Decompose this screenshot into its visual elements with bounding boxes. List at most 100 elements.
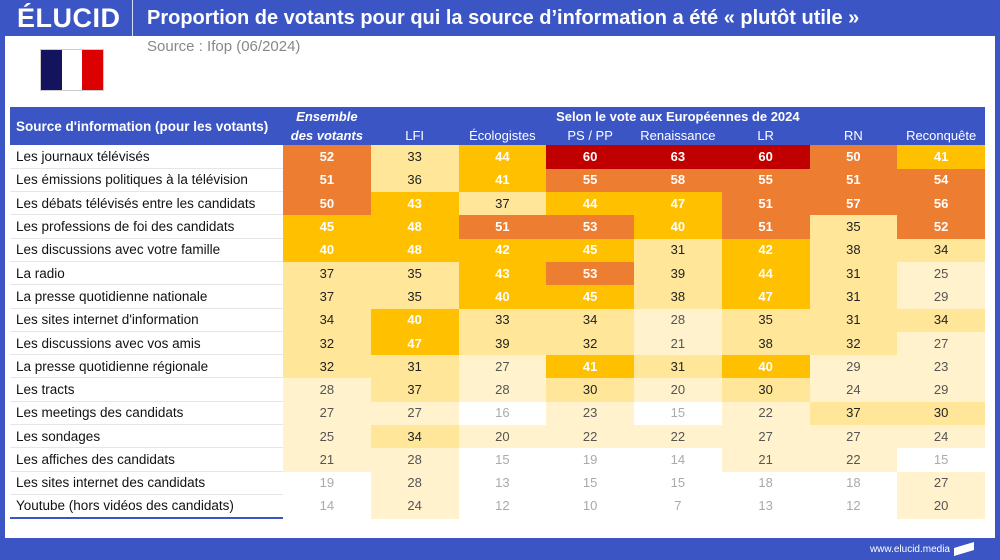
table-row: La presse quotidienne régionale 32 31 27 41 3… — [10, 354, 985, 379]
table-row: Les professions de foi des candidats 45 48… — [10, 214, 985, 239]
heatmap-cell: 28 — [283, 377, 371, 402]
row-label: La presse quotidienne régionale — [10, 354, 283, 379]
france-flag-icon — [40, 49, 104, 91]
row-label: La presse quotidienne nationale — [10, 284, 283, 309]
heatmap-cell: 34 — [546, 308, 634, 332]
heatmap-cell: 40 — [721, 354, 810, 379]
heatmap-cell: 29 — [809, 354, 898, 379]
column-header: Renaissance — [634, 126, 722, 145]
heatmap-cell: 25 — [283, 424, 371, 449]
heatmap-cell: 37 — [458, 191, 547, 216]
group-header: Selon le vote aux Européennes de 2024 — [370, 107, 985, 126]
heatmap-cell: 44 — [546, 191, 634, 216]
content-panel: Source : Ifop (06/2024) Source d'informa… — [5, 36, 995, 538]
heatmap-cell: 22 — [721, 401, 810, 426]
row-label: Les discussions avec vos amis — [10, 331, 283, 356]
heatmap-cell: 27 — [458, 354, 547, 379]
column-header: des votants — [283, 126, 371, 145]
heatmap-cell: 32 — [546, 331, 634, 356]
table-row: Les émissions politiques à la télévision… — [10, 168, 985, 193]
source-note: Source : Ifop (06/2024) — [147, 38, 301, 55]
heatmap-cell: 42 — [721, 238, 810, 262]
heatmap-cell: 33 — [370, 145, 459, 169]
heatmap-cell: 20 — [634, 377, 722, 402]
heatmap-cell: 12 — [458, 494, 547, 519]
heatmap-cell: 30 — [546, 377, 634, 402]
row-label: Les affiches des candidats — [10, 447, 283, 472]
heatmap-cell: 37 — [283, 284, 371, 309]
heatmap-cell: 27 — [370, 401, 459, 426]
heatmap-cell: 51 — [721, 214, 810, 239]
heatmap-cell: 12 — [809, 494, 898, 519]
heatmap-cell: 60 — [721, 145, 810, 169]
heatmap-cell: 18 — [721, 471, 810, 495]
heatmap-cell: 40 — [634, 214, 722, 239]
heatmap-cell: 48 — [370, 238, 459, 262]
table-row: Youtube (hors vidéos des candidats) 14 24 1… — [10, 494, 985, 519]
heatmap-cell: 28 — [634, 308, 722, 332]
heatmap-cell: 40 — [458, 284, 547, 309]
column-header: Écologistes — [458, 126, 547, 145]
heatmap-cell: 39 — [458, 331, 547, 356]
heatmap-cell: 51 — [458, 214, 547, 239]
heatmap-cell: 51 — [283, 168, 371, 193]
row-label: Les émissions politiques à la télévision — [10, 168, 283, 193]
heatmap-cell: 50 — [283, 191, 371, 216]
header-bar: ÉLUCID Proportion de votants pour qui la… — [0, 0, 1000, 36]
heatmap-cell: 48 — [370, 214, 459, 239]
column-header: LR — [721, 126, 810, 145]
heatmap-cell: 25 — [897, 261, 985, 286]
heatmap-cell: 40 — [370, 308, 459, 332]
table-row: La presse quotidienne nationale 37 35 40 45 3… — [10, 284, 985, 309]
heatmap-cell: 24 — [897, 424, 985, 449]
heatmap-cell: 53 — [546, 214, 634, 239]
total-header-line1: Ensemble — [283, 107, 371, 126]
row-label: Les journaux télévisés — [10, 145, 283, 169]
row-label: Les débats télévisés entre les candidats — [10, 191, 283, 216]
heatmap-cell: 55 — [721, 168, 810, 193]
heatmap-cell: 43 — [370, 191, 459, 216]
heatmap-cell: 28 — [458, 377, 547, 402]
heatmap-cell: 37 — [370, 377, 459, 402]
heatmap-cell: 56 — [897, 191, 985, 216]
heatmap-cell: 35 — [370, 284, 459, 309]
heatmap-cell: 50 — [809, 145, 898, 169]
row-label: Les sites internet d'information — [10, 308, 283, 332]
heatmap-cell: 54 — [897, 168, 985, 193]
heatmap-cell: 57 — [809, 191, 898, 216]
heatmap-cell: 27 — [283, 401, 371, 426]
heatmap-cell: 35 — [809, 214, 898, 239]
table-row: La radio 37 35 43 53 39 44 31 25 — [10, 261, 985, 286]
row-label: Youtube (hors vidéos des candidats) — [10, 494, 283, 519]
heatmap-cell: 19 — [546, 447, 634, 472]
heatmap-cell: 31 — [809, 261, 898, 286]
heatmap-cell: 58 — [634, 168, 722, 193]
row-label: La radio — [10, 261, 283, 286]
row-label: Les tracts — [10, 377, 283, 402]
heatmap-cell: 44 — [721, 261, 810, 286]
website-link[interactable]: www.elucid.media — [869, 543, 950, 555]
heatmap-cell: 28 — [370, 447, 459, 472]
column-header: LFI — [370, 126, 459, 145]
heatmap-cell: 21 — [283, 447, 371, 472]
heatmap-cell: 35 — [721, 308, 810, 332]
heatmap-cell: 36 — [370, 168, 459, 193]
heatmap-cell: 34 — [897, 308, 985, 332]
table-row: Les sites internet des candidats 19 28 13 15… — [10, 471, 985, 495]
heatmap-cell: 52 — [897, 214, 985, 239]
heatmap-cell: 31 — [809, 284, 898, 309]
table-row: Les débats télévisés entre les candidats… — [10, 191, 985, 216]
heatmap-cell: 19 — [283, 471, 371, 495]
heatmap-cell: 16 — [458, 401, 547, 426]
heatmap-cell: 38 — [809, 238, 898, 262]
elucid-flag-icon — [954, 542, 974, 556]
heatmap-cell: 23 — [546, 401, 634, 426]
heatmap-cell: 55 — [546, 168, 634, 193]
heatmap-cell: 31 — [370, 354, 459, 379]
heatmap-cell: 38 — [721, 331, 810, 356]
heatmap-cell: 42 — [458, 238, 547, 262]
heatmap-cell: 24 — [370, 494, 459, 519]
table-row: Les affiches des candidats 21 28 15 19 14 21 22… — [10, 447, 985, 472]
table-row: Les tracts 28 37 28 30 20 30 24 29 — [10, 377, 985, 402]
heatmap-cell: 45 — [546, 238, 634, 262]
